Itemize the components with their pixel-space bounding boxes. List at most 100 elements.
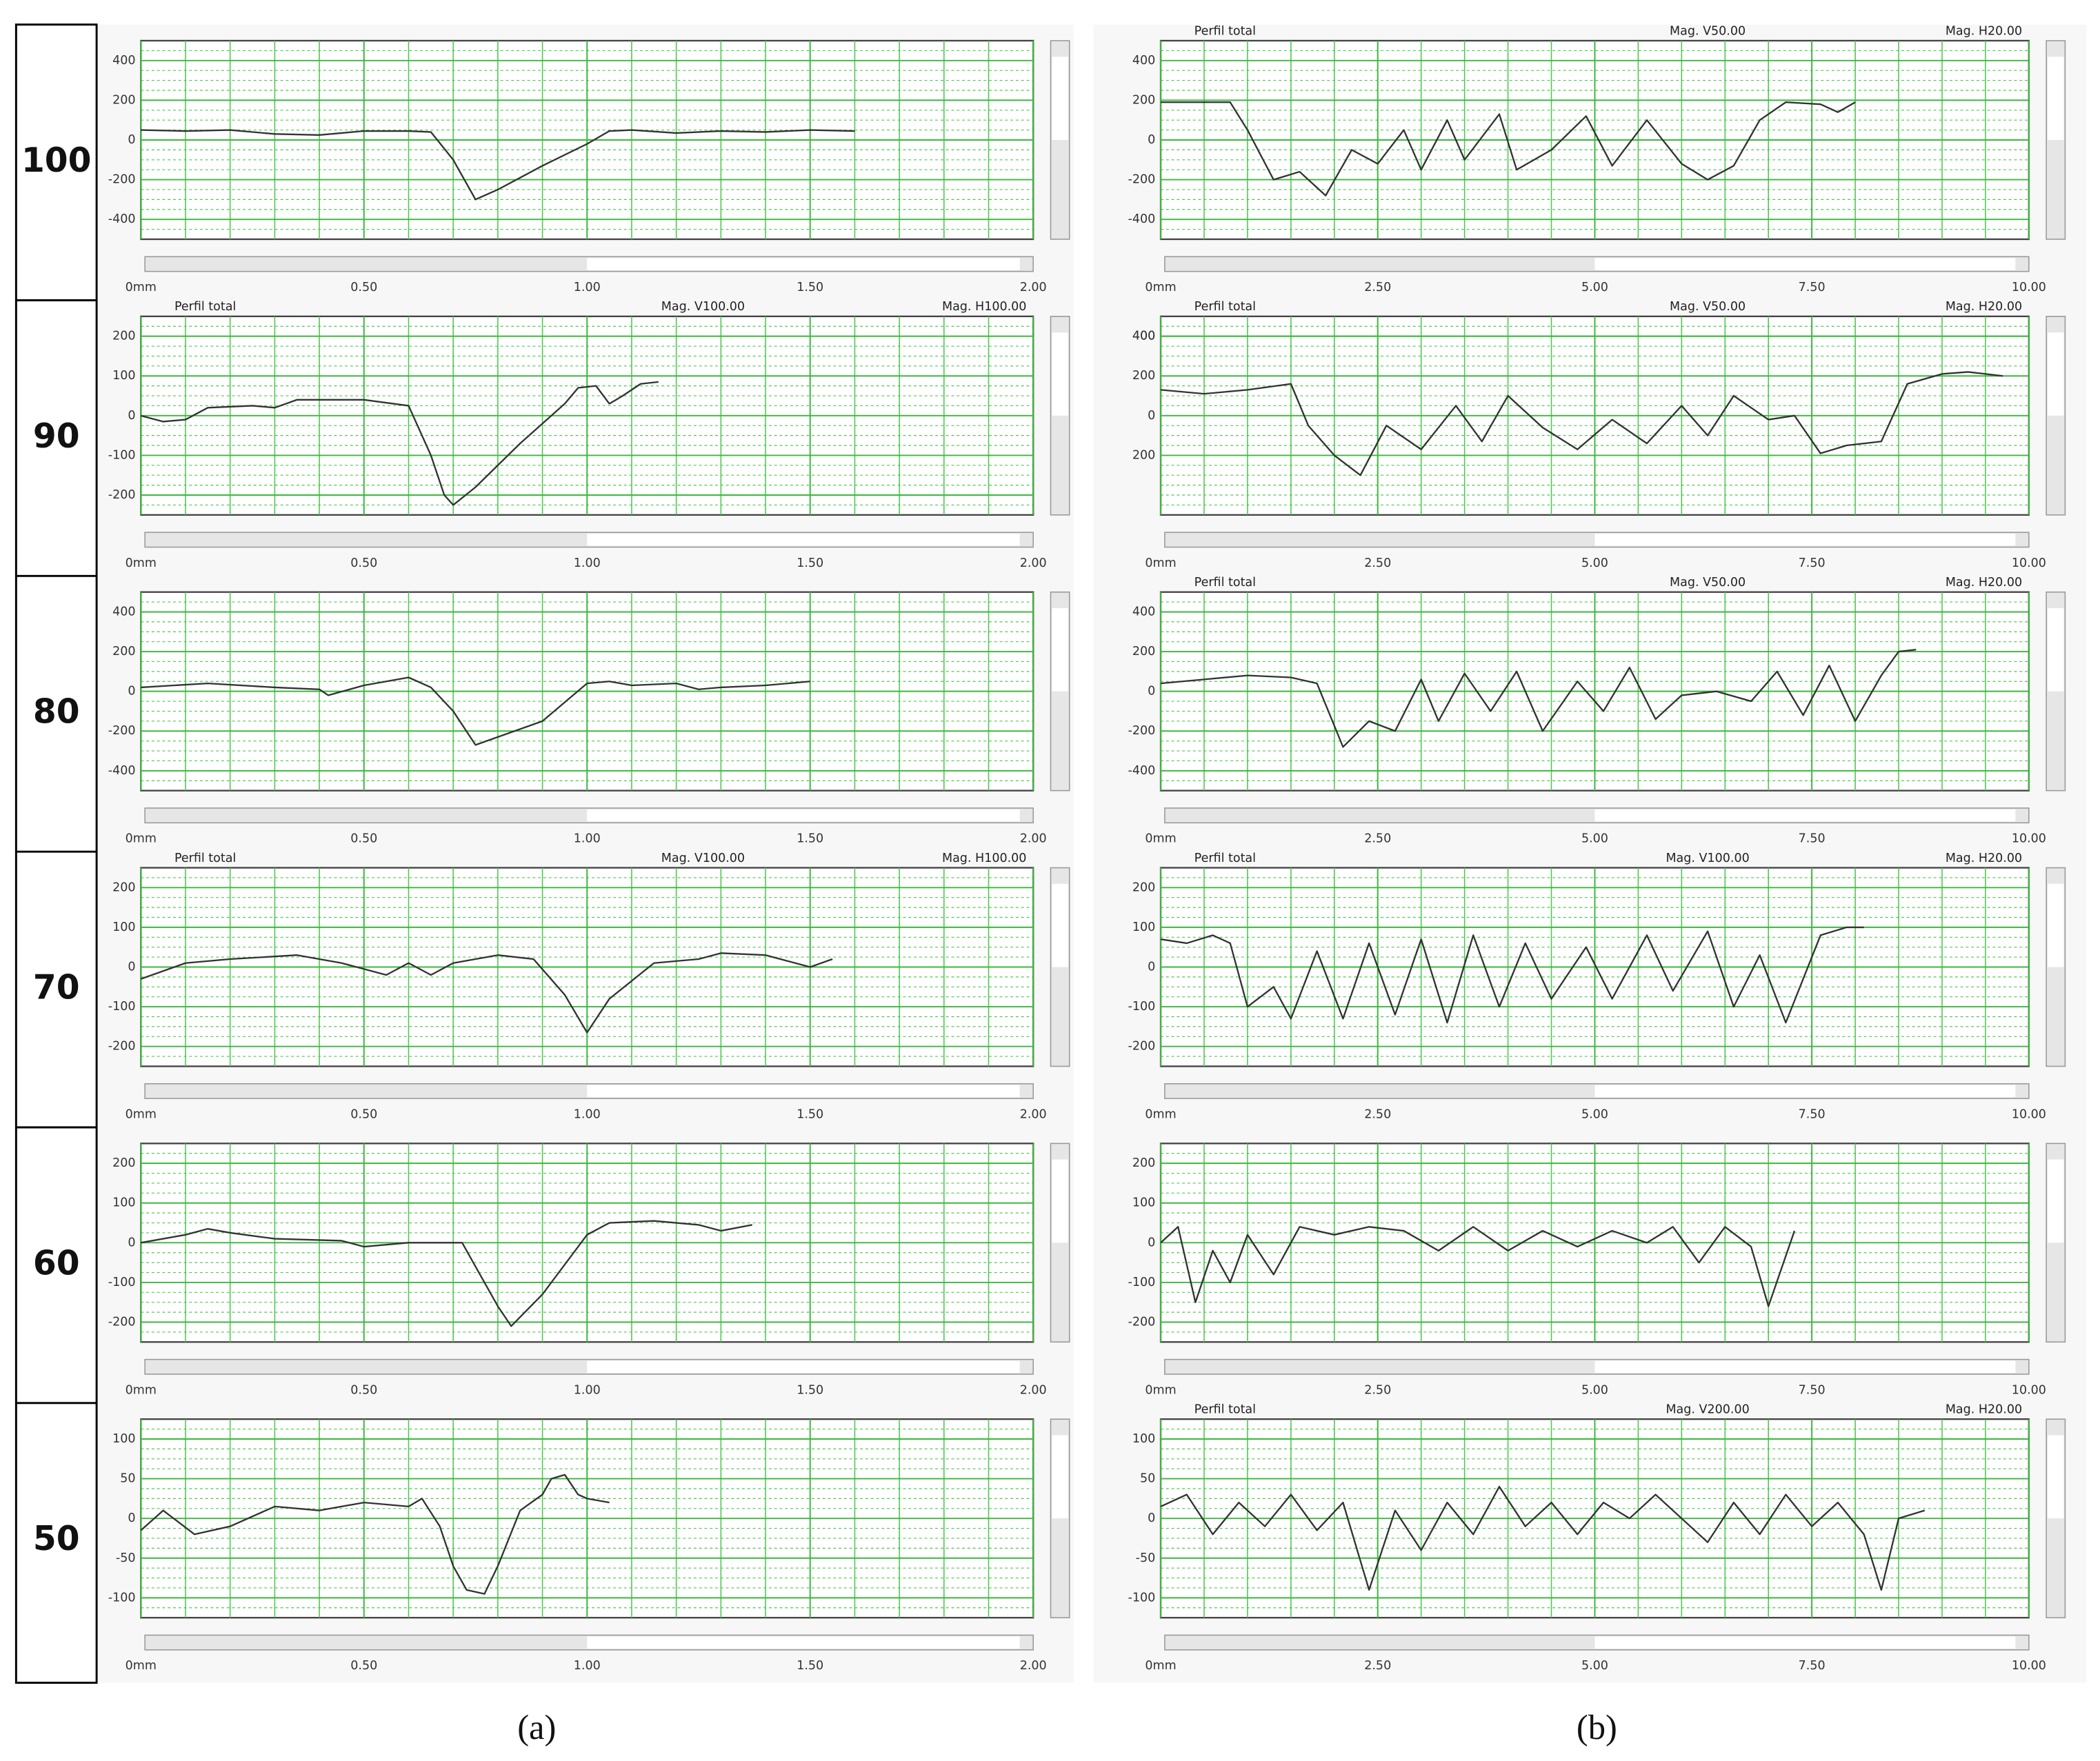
magnification-v: Mag. V100.00 (661, 300, 745, 314)
x-tick-label: 1.00 (574, 832, 601, 846)
x-tick-label: 2.50 (1364, 1383, 1391, 1397)
x-tick-label: 1.50 (797, 832, 823, 846)
x-tick-label: 10.00 (2012, 556, 2046, 570)
x-tick-label: 2.50 (1364, 556, 1391, 570)
y-tick-label: 0 (128, 960, 135, 974)
h-scroll-thumb (1594, 534, 2016, 546)
v-scroll-thumb (2048, 1159, 2064, 1243)
x-tick-label: 10.00 (2012, 281, 2046, 294)
x-tick-label: 0mm (126, 1108, 157, 1122)
magnification-h: Mag. H100.00 (942, 852, 1026, 865)
x-tick-label: 2.50 (1364, 832, 1391, 846)
x-tick-label: 2.50 (1364, 1108, 1391, 1122)
magnification-h: Mag. H20.00 (1946, 576, 2022, 590)
magnification-v: Mag. V50.00 (1670, 576, 1746, 590)
x-tick-label: 5.00 (1581, 832, 1608, 846)
chart-title: Perfil total (1194, 852, 1256, 865)
y-tick-label: 200 (1132, 880, 1155, 894)
chart-title: Perfil total (174, 852, 236, 865)
profile-line (1160, 371, 2003, 476)
y-tick-label: 200 (112, 330, 135, 343)
y-tick-label: 0 (128, 1511, 135, 1525)
x-tick-label: 0mm (1145, 1108, 1176, 1122)
x-tick-label: 2.00 (1020, 1659, 1047, 1673)
profile-line (1160, 1226, 1796, 1307)
chart-title: Perfil total (174, 300, 236, 314)
y-tick-label: -50 (1136, 1551, 1156, 1565)
y-tick-label: 400 (112, 605, 135, 618)
y-tick-label: 200 (1132, 369, 1155, 383)
y-tick-label: 100 (112, 369, 135, 383)
y-tick-label: -200 (1128, 173, 1156, 187)
panel-label: (a) (517, 1708, 556, 1747)
y-tick-label: -100 (1128, 1591, 1156, 1604)
panel-b-background (1093, 24, 2087, 1683)
x-tick-label: 2.00 (1020, 832, 1047, 846)
magnification-h: Mag. H100.00 (942, 300, 1026, 314)
x-tick-label: 2.00 (1020, 1108, 1047, 1122)
y-tick-label: 200 (1132, 645, 1155, 658)
v-scroll-thumb (1052, 57, 1068, 140)
h-scroll-thumb (1594, 809, 2016, 822)
x-tick-label: 0mm (126, 1383, 157, 1397)
profile-line (140, 381, 659, 506)
x-tick-label: 1.00 (574, 281, 601, 294)
x-tick-label: 0.50 (350, 556, 377, 570)
y-tick-label: -100 (1128, 1276, 1156, 1289)
profile-line (140, 1473, 610, 1595)
v-scroll-thumb (1052, 1159, 1068, 1243)
row-label-box (14, 23, 98, 1684)
y-tick-label: -100 (108, 1000, 136, 1014)
row-label: 50 (33, 1520, 80, 1558)
panel-a-background (97, 24, 1074, 1683)
magnification-h: Mag. H20.00 (1946, 300, 2022, 314)
profile-line (1161, 101, 1856, 197)
h-scroll-thumb (1594, 1360, 2016, 1373)
row-label: 70 (33, 969, 80, 1007)
x-tick-label: 0.50 (350, 1659, 377, 1673)
profile-line (1160, 926, 1864, 1024)
y-tick-label: 400 (1132, 54, 1155, 68)
x-tick-label: 10.00 (2012, 1383, 2046, 1397)
h-scroll-thumb (587, 534, 1020, 546)
x-tick-label: 0mm (126, 832, 157, 846)
y-tick-label: -200 (108, 173, 136, 187)
v-scroll-thumb (2048, 57, 2064, 140)
row-label: 100 (21, 141, 92, 180)
x-tick-label: 1.50 (797, 1659, 823, 1673)
y-tick-label: 0 (128, 133, 135, 147)
y-tick-label: 0 (1148, 685, 1155, 698)
magnification-v: Mag. V50.00 (1670, 24, 1746, 38)
h-scroll-thumb (587, 1636, 1020, 1649)
x-tick-label: 5.00 (1581, 281, 1608, 294)
magnification-v: Mag. V200.00 (1666, 1403, 1749, 1417)
x-tick-label: 0mm (1145, 1659, 1176, 1673)
x-tick-label: 0.50 (350, 832, 377, 846)
x-tick-label: 10.00 (2012, 832, 2046, 846)
x-tick-label: 0mm (126, 1659, 157, 1673)
chart-title: Perfil total (1194, 576, 1256, 590)
x-tick-label: 2.00 (1020, 556, 1047, 570)
x-tick-label: 10.00 (2012, 1108, 2046, 1122)
y-tick-label: 400 (1132, 605, 1155, 618)
y-tick-label: -100 (108, 1276, 136, 1289)
y-tick-label: -400 (108, 764, 136, 778)
h-scroll-thumb (587, 809, 1020, 822)
h-scroll-thumb (1594, 1636, 2016, 1649)
profile-line (141, 1220, 752, 1327)
h-scroll-thumb (587, 1360, 1020, 1373)
row-label: 80 (33, 693, 80, 732)
y-tick-label: -200 (108, 724, 136, 738)
y-tick-label: -200 (1128, 724, 1156, 738)
x-tick-label: 5.00 (1581, 1383, 1608, 1397)
x-tick-label: 0.50 (350, 281, 377, 294)
profile-line (141, 676, 810, 746)
y-tick-label: -200 (108, 488, 136, 502)
y-tick-label: 50 (1140, 1472, 1155, 1486)
y-tick-label: -200 (1128, 1316, 1156, 1329)
y-tick-label: 100 (1132, 1432, 1155, 1446)
x-tick-label: 7.50 (1799, 1383, 1826, 1397)
panel-label: (b) (1577, 1708, 1617, 1747)
y-tick-label: -100 (1128, 1000, 1156, 1014)
